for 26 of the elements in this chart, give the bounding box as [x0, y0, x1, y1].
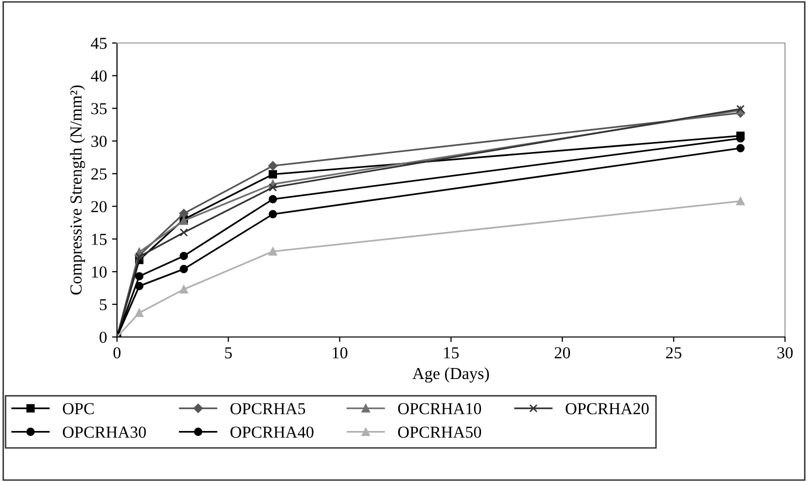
y-tick-label: 40 [90, 70, 107, 82]
y-tick-label: 10 [92, 266, 107, 278]
x-tick-label: 5 [225, 347, 232, 358]
legend-label: OPCRHA10 [398, 403, 482, 414]
y-tick-label: 15 [92, 234, 107, 245]
x-tick-label: 25 [666, 347, 682, 358]
y-tick-label: 35 [91, 103, 107, 114]
x-tick-label: 20 [554, 347, 570, 358]
x-tick-label: 30 [777, 347, 793, 358]
y-axis-title: Compressive Strength (N/mm²) [70, 85, 86, 295]
y-tick-label: 20 [91, 201, 107, 212]
x-tick-label: 0 [113, 347, 121, 358]
legend-label: OPCRHA30 [62, 426, 146, 438]
legend-label: OPCRHA5 [230, 403, 306, 414]
x-axis-title: Age (Days) [412, 367, 489, 383]
legend-label: OPC [62, 403, 94, 414]
y-tick-label: 25 [91, 168, 107, 180]
y-tick-label: 5 [100, 299, 107, 310]
x-tick-label: 15 [444, 347, 459, 358]
legend-label: OPCRHA40 [230, 426, 314, 438]
y-tick-label: 45 [90, 38, 107, 49]
x-tick-label: 10 [332, 347, 348, 358]
y-tick-label: 0 [100, 332, 107, 343]
legend-label: OPCRHA50 [398, 426, 482, 438]
y-tick-label: 30 [91, 136, 107, 147]
legend-label: OPCRHA20 [566, 403, 649, 414]
